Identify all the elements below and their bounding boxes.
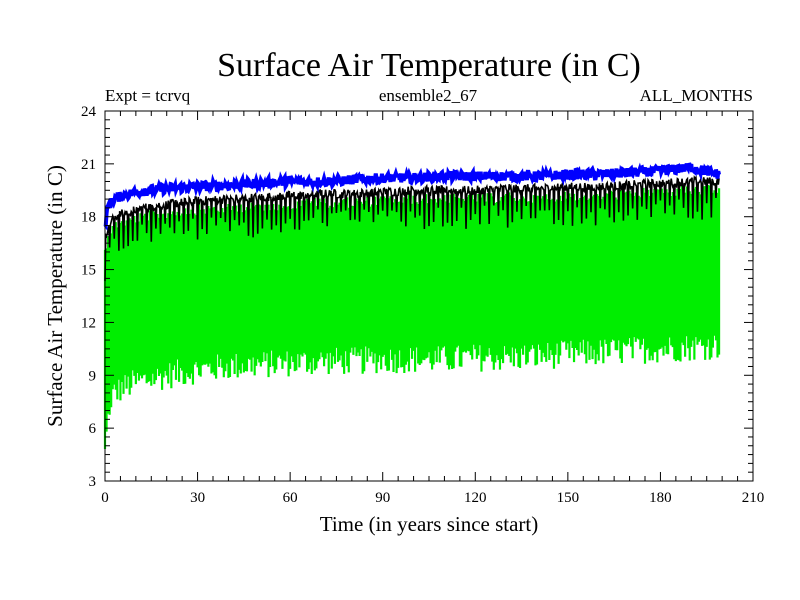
x-tick-label: 150 xyxy=(557,490,580,506)
header-center: ensemble2_67 xyxy=(379,86,478,105)
x-tick-label: 30 xyxy=(190,490,205,506)
peak-line xyxy=(103,162,722,231)
chart-title: Surface Air Temperature (in C) xyxy=(217,47,641,84)
plot-data xyxy=(103,162,722,450)
y-tick-label: 12 xyxy=(81,315,96,331)
x-axis-label: Time (in years since start) xyxy=(320,512,539,536)
x-tick-label: 60 xyxy=(283,490,298,506)
y-tick-label: 6 xyxy=(89,421,97,437)
series-monthly-peak xyxy=(103,162,722,231)
y-tick-label: 21 xyxy=(81,157,96,173)
series-monthly-min xyxy=(103,185,721,450)
y-tick-label: 9 xyxy=(89,368,97,384)
y-tick-label: 24 xyxy=(81,104,97,120)
axis-ticks: 0 30 60 90 120 150 180 210 3 6 9 12 15 18 21 24 xyxy=(81,104,764,506)
y-tick-label: 15 xyxy=(81,263,96,279)
x-tick-label: 90 xyxy=(375,490,390,506)
max-line xyxy=(104,174,720,282)
y-axis-label: Surface Air Temperature (in C) xyxy=(43,165,67,427)
y-tick-label: 3 xyxy=(89,474,97,490)
series-monthly-max xyxy=(104,174,720,282)
header-left: Expt = tcrvq xyxy=(105,86,191,105)
y-tick-label: 18 xyxy=(81,210,96,226)
x-tick-label: 210 xyxy=(742,490,765,506)
x-tick-label: 120 xyxy=(464,490,487,506)
header-right: ALL_MONTHS xyxy=(640,86,753,105)
x-tick-label: 180 xyxy=(649,490,672,506)
x-tick-label: 0 xyxy=(101,490,109,506)
